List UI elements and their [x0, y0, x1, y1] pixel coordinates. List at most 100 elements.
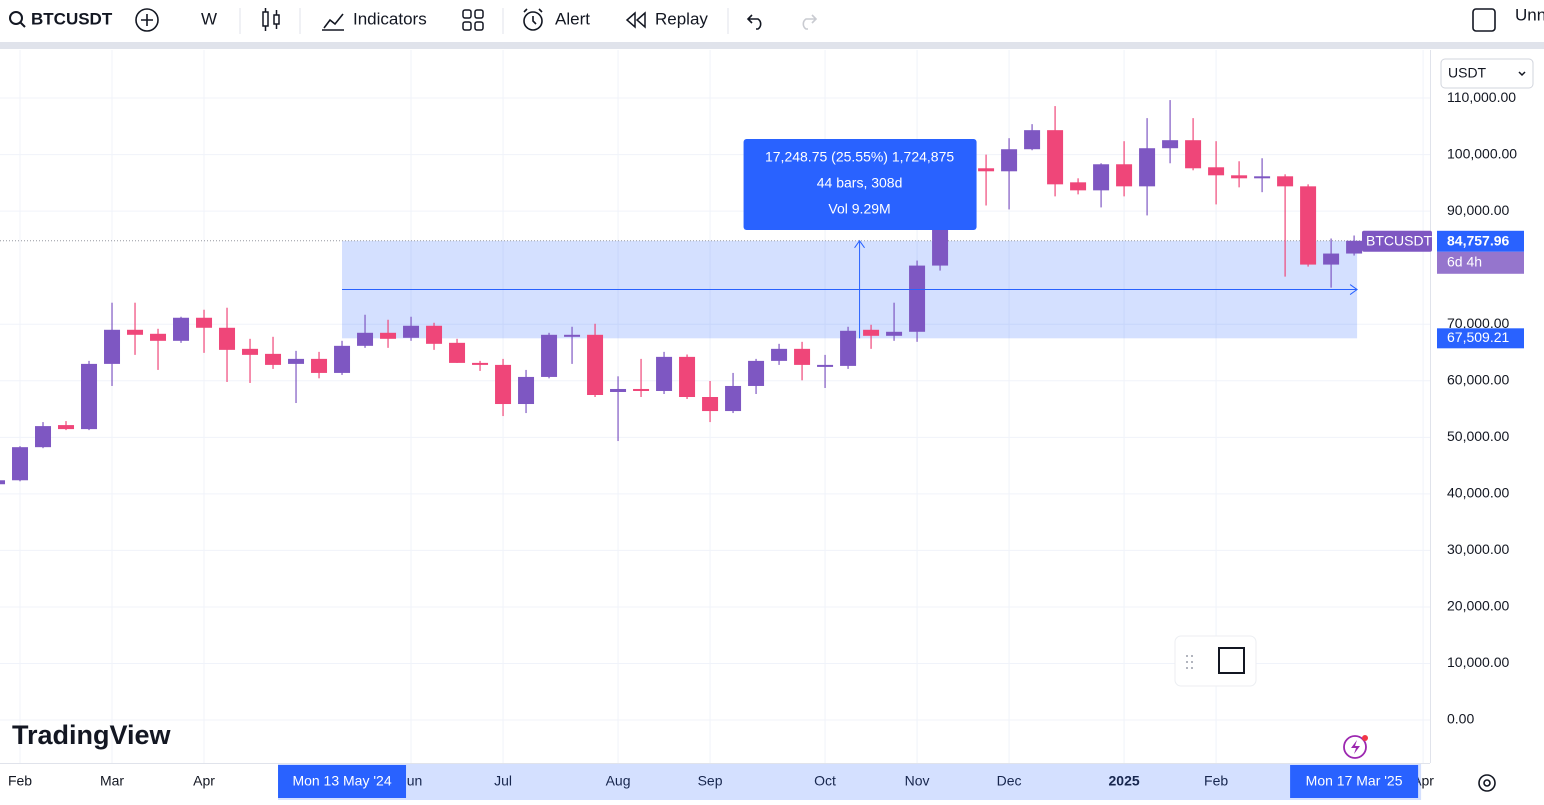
- candle-body: [886, 331, 903, 336]
- candle-body: [863, 329, 880, 336]
- symbol-tag-label: BTCUSDT: [1366, 232, 1433, 248]
- candle-body: [449, 342, 466, 363]
- currency-select[interactable]: USDT: [1440, 58, 1534, 89]
- candle-body: [1070, 182, 1087, 191]
- x-tick-label: 2025: [1109, 773, 1140, 789]
- currency-box: [1440, 58, 1534, 89]
- symbol: BTCUSDT: [31, 9, 113, 28]
- rect-tool-icon: [1218, 647, 1245, 674]
- alert-button[interactable]: Alert: [523, 8, 590, 31]
- plus-icon: [135, 8, 159, 32]
- alert-icon: [523, 11, 543, 31]
- candle-body: [1346, 240, 1363, 254]
- candle-body: [610, 388, 627, 392]
- x-tick-label: Nov: [905, 773, 930, 789]
- layout-icon: [462, 21, 472, 31]
- candle-body: [702, 397, 719, 412]
- candle-body: [817, 364, 834, 367]
- y-tick-label: 0.00: [1447, 711, 1474, 727]
- candle-body: [518, 376, 535, 405]
- candle-body: [1300, 186, 1317, 265]
- layout-icon: [462, 9, 472, 19]
- measure-text: 44 bars, 308d: [817, 175, 903, 191]
- compare-button[interactable]: [135, 8, 159, 32]
- x-tick-label: Feb: [8, 773, 32, 789]
- plot-area: 17,248.75 (25.55%) 1,724,875 44 bars, 308…: [0, 50, 1430, 763]
- toolbar: [0, 0, 1544, 42]
- candle-body: [564, 334, 581, 337]
- candle-icon: [264, 8, 278, 31]
- candle-body: [1139, 148, 1156, 187]
- layout-icon: [474, 21, 484, 31]
- redo-button[interactable]: [802, 14, 818, 30]
- settings-button[interactable]: [1478, 774, 1496, 792]
- y-tick-label: 90,000.00: [1447, 202, 1509, 218]
- candle-body: [1024, 130, 1041, 150]
- interval-button[interactable]: W: [201, 9, 217, 28]
- price-axis-border: [1430, 50, 1431, 763]
- layouts-button[interactable]: [462, 9, 484, 31]
- chevron: [1518, 71, 1526, 77]
- candle-body: [104, 329, 121, 364]
- y-tick-label: 100,000.00: [1447, 145, 1517, 161]
- candle-body: [656, 356, 673, 391]
- candle-body: [794, 348, 811, 365]
- bar-date-tag: [1290, 765, 1419, 798]
- fullscreen-button[interactable]: [1472, 8, 1496, 32]
- bar-date-label: Mon 17 Mar '25: [1306, 773, 1403, 789]
- undo-button[interactable]: [746, 14, 762, 30]
- candle-body: [1185, 140, 1202, 169]
- currency-label: USDT: [1448, 65, 1487, 81]
- y-tick-label: 40,000.00: [1447, 485, 1509, 501]
- candle-body: [357, 332, 374, 346]
- y-tick-label: 30,000.00: [1447, 541, 1509, 557]
- measure-tooltip: [743, 139, 977, 230]
- candle-body: [633, 388, 650, 391]
- candle-body: [58, 425, 75, 430]
- last-price-label: 84,757.96: [1447, 232, 1509, 248]
- replay-button[interactable]: Replay: [625, 9, 708, 29]
- replay-label: Replay: [655, 9, 708, 28]
- y-tick-label: 110,000.00: [1447, 89, 1516, 105]
- chart-type-button[interactable]: [262, 8, 280, 31]
- x-tick-label: Oct: [814, 773, 836, 789]
- candle-body: [12, 447, 29, 481]
- lightning-button[interactable]: [1343, 735, 1368, 759]
- candle-body: [288, 358, 305, 364]
- candle-body: [173, 317, 190, 341]
- time-axis-border: [0, 763, 1430, 764]
- candle-body: [1162, 140, 1179, 149]
- candle-body: [1001, 149, 1018, 172]
- x-tick-label: Dec: [997, 773, 1022, 789]
- candle-body: [196, 317, 213, 328]
- candle-body: [1208, 167, 1225, 176]
- layout-name[interactable]: Unn: [1515, 5, 1544, 24]
- candle-body: [1277, 176, 1294, 187]
- candle-body: [909, 265, 926, 332]
- candle-body: [1323, 253, 1340, 265]
- alert-label: Alert: [555, 9, 590, 28]
- y-tick-label: 70,000.00: [1447, 315, 1509, 331]
- symbol-search[interactable]: BTCUSDT: [9, 9, 113, 28]
- gear-icon: [1483, 779, 1491, 787]
- search-icon: [9, 11, 23, 25]
- drag-handle: [1186, 655, 1193, 669]
- measure-text: Vol 9.29M: [828, 201, 890, 217]
- candle-body: [35, 426, 52, 448]
- indicators-button[interactable]: Indicators: [322, 9, 427, 31]
- candle-body: [150, 333, 167, 341]
- candle-body: [265, 353, 282, 365]
- candle-body: [1047, 130, 1064, 185]
- y-tick-label: 60,000.00: [1447, 371, 1509, 387]
- symbol-tag: [1362, 230, 1432, 252]
- candle-body: [311, 358, 328, 373]
- candle-body: [725, 385, 742, 412]
- range-price-tag: [1437, 328, 1524, 349]
- candle-body: [840, 330, 857, 366]
- y-tick-label: 50,000.00: [1447, 428, 1509, 444]
- toolbar-separator: [0, 42, 1544, 49]
- replay-icon: [625, 11, 646, 29]
- drawing-widget[interactable]: [1174, 635, 1257, 687]
